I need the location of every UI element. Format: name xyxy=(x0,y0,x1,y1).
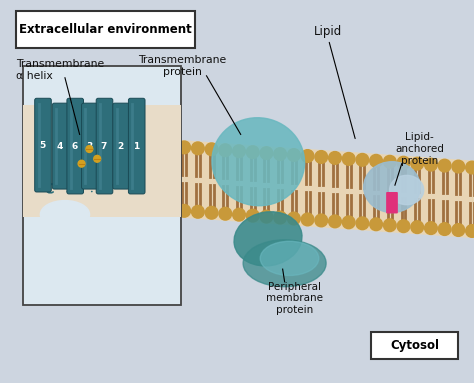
Circle shape xyxy=(356,154,369,166)
Circle shape xyxy=(205,143,218,155)
Circle shape xyxy=(356,217,369,230)
Circle shape xyxy=(137,201,149,214)
Bar xyxy=(16,11,195,49)
Ellipse shape xyxy=(243,240,326,287)
Circle shape xyxy=(274,211,286,224)
Circle shape xyxy=(233,208,246,221)
Circle shape xyxy=(288,149,300,161)
Circle shape xyxy=(465,161,474,174)
Text: Lipid-
anchored
protein: Lipid- anchored protein xyxy=(395,133,444,165)
Ellipse shape xyxy=(234,212,302,266)
Text: 2: 2 xyxy=(118,142,124,151)
FancyBboxPatch shape xyxy=(67,98,83,194)
Bar xyxy=(23,66,181,305)
FancyBboxPatch shape xyxy=(52,103,69,189)
Circle shape xyxy=(342,216,355,229)
FancyBboxPatch shape xyxy=(96,98,113,194)
Circle shape xyxy=(86,146,93,152)
Circle shape xyxy=(164,203,177,216)
Circle shape xyxy=(397,220,410,232)
Circle shape xyxy=(411,157,424,170)
Text: 4: 4 xyxy=(57,142,63,151)
FancyBboxPatch shape xyxy=(35,98,51,192)
FancyBboxPatch shape xyxy=(82,103,98,189)
Circle shape xyxy=(465,225,474,237)
Circle shape xyxy=(164,140,177,153)
Circle shape xyxy=(191,142,204,155)
Circle shape xyxy=(452,224,465,236)
Bar xyxy=(23,105,181,218)
FancyBboxPatch shape xyxy=(386,192,398,213)
Circle shape xyxy=(342,152,355,165)
Circle shape xyxy=(260,147,273,159)
Text: 5: 5 xyxy=(39,141,46,150)
Circle shape xyxy=(205,206,218,219)
Text: 7: 7 xyxy=(101,142,107,151)
Circle shape xyxy=(383,219,396,232)
FancyBboxPatch shape xyxy=(113,103,129,189)
Circle shape xyxy=(370,218,383,231)
Text: 3: 3 xyxy=(86,142,92,151)
Polygon shape xyxy=(138,138,474,237)
Circle shape xyxy=(383,155,396,168)
Text: 1: 1 xyxy=(133,142,139,151)
Text: Transmembrane
protein: Transmembrane protein xyxy=(138,55,226,77)
Text: Lipid: Lipid xyxy=(314,25,342,38)
Circle shape xyxy=(260,210,273,223)
Circle shape xyxy=(219,207,232,220)
Circle shape xyxy=(150,139,163,152)
Circle shape xyxy=(219,144,232,157)
Circle shape xyxy=(452,160,465,173)
Circle shape xyxy=(438,159,451,172)
Circle shape xyxy=(370,154,383,167)
Text: Peripheral
membrane
protein: Peripheral membrane protein xyxy=(266,282,323,315)
Text: Extracellular environment: Extracellular environment xyxy=(18,23,191,36)
Ellipse shape xyxy=(390,175,424,205)
Text: Cytosol: Cytosol xyxy=(390,339,439,352)
Circle shape xyxy=(94,155,100,162)
Circle shape xyxy=(191,205,204,218)
Circle shape xyxy=(315,214,328,227)
Circle shape xyxy=(246,209,259,222)
Ellipse shape xyxy=(212,118,305,206)
Circle shape xyxy=(246,146,259,159)
Circle shape xyxy=(150,203,163,215)
Ellipse shape xyxy=(99,72,138,90)
Circle shape xyxy=(438,223,451,236)
FancyBboxPatch shape xyxy=(128,98,145,194)
Circle shape xyxy=(178,205,191,217)
Circle shape xyxy=(288,212,300,225)
Circle shape xyxy=(315,151,328,163)
Ellipse shape xyxy=(364,162,420,213)
Ellipse shape xyxy=(41,201,90,228)
Ellipse shape xyxy=(46,75,104,96)
Circle shape xyxy=(274,148,286,160)
Text: 6: 6 xyxy=(72,142,78,151)
Circle shape xyxy=(301,150,314,162)
Circle shape xyxy=(78,160,85,167)
Circle shape xyxy=(301,213,314,226)
Circle shape xyxy=(411,221,424,234)
Circle shape xyxy=(233,145,246,157)
Circle shape xyxy=(425,222,438,234)
Circle shape xyxy=(397,156,410,169)
Circle shape xyxy=(328,215,341,228)
Circle shape xyxy=(137,138,149,151)
Ellipse shape xyxy=(260,241,319,275)
Circle shape xyxy=(178,141,191,154)
Circle shape xyxy=(425,158,438,171)
Circle shape xyxy=(328,152,341,164)
Bar xyxy=(371,332,458,359)
Text: Transmembrane
α helix: Transmembrane α helix xyxy=(16,59,104,81)
